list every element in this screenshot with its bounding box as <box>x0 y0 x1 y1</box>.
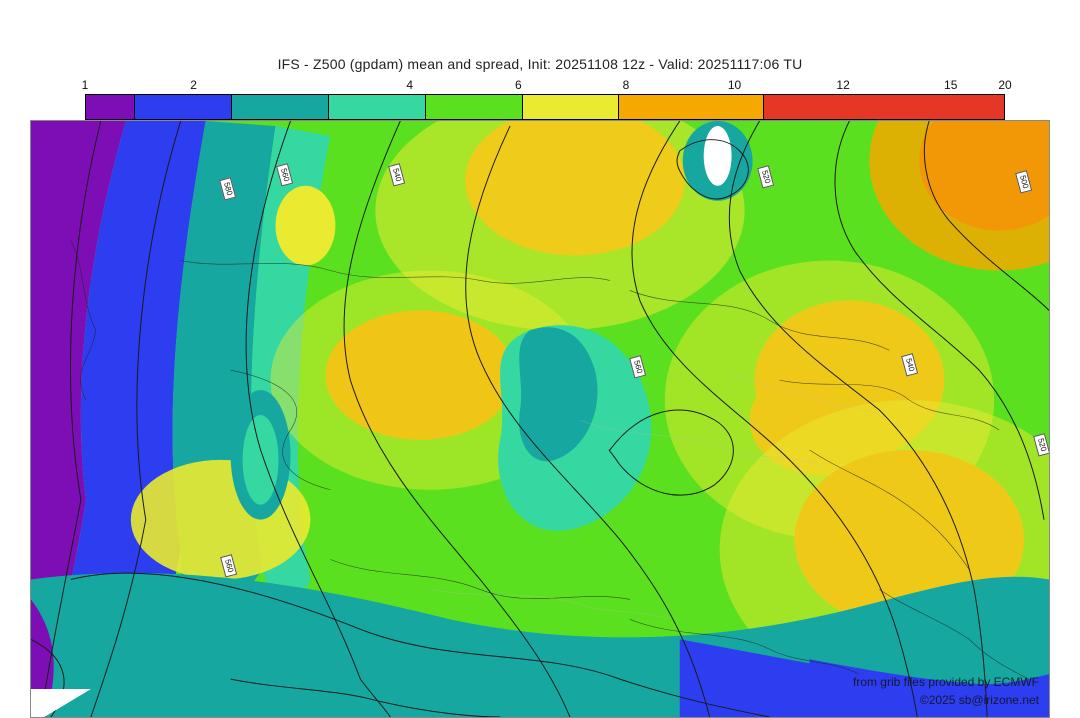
attribution-line-1: from grib files provided by ECMWF <box>853 673 1039 691</box>
contour-label: 560 <box>629 355 646 379</box>
legend-swatch-2-4 <box>135 95 232 119</box>
legend-swatch-8-10 <box>426 95 523 119</box>
contour-label: 520 <box>1033 433 1050 457</box>
legend-tick-8: 8 <box>623 78 630 92</box>
legend-swatch-1-2 <box>86 95 135 119</box>
legend-color-bar <box>85 94 1005 120</box>
legend-ticks: 1 2 4 6 8 10 12 15 20 <box>85 78 1005 92</box>
legend-swatch-12-15 <box>619 95 764 119</box>
attribution-line-2: ©2025 sb@irizone.net <box>853 691 1039 709</box>
legend-swatch-10-12 <box>523 95 620 119</box>
attribution-watermark: from grib files provided by ECMWF ©2025 … <box>853 673 1039 709</box>
legend-tick-1: 1 <box>82 78 89 92</box>
legend-tick-10: 10 <box>728 78 741 92</box>
spread-mean-map[interactable]: 580 560 540 520 500 560 540 520 560 from… <box>30 120 1050 718</box>
contour-label: 520 <box>757 165 774 189</box>
chart-title: IFS - Z500 (gpdam) mean and spread, Init… <box>0 56 1080 72</box>
contour-label: 500 <box>1015 170 1032 194</box>
contour-label: 560 <box>276 163 293 187</box>
contour-labels-layer: 580 560 540 520 500 560 540 520 560 <box>31 121 1049 717</box>
legend-tick-20: 20 <box>998 78 1011 92</box>
contour-label: 580 <box>219 177 236 201</box>
title-bar: IFS - Z500 (gpdam) mean and spread, Init… <box>0 0 1080 120</box>
legend-tick-4: 4 <box>406 78 413 92</box>
legend-swatch-6-8 <box>329 95 426 119</box>
contour-label: 540 <box>901 353 918 377</box>
legend-swatch-4-6 <box>232 95 329 119</box>
legend-swatch-15-20 <box>764 95 1004 119</box>
contour-label: 540 <box>388 163 405 187</box>
legend-tick-2: 2 <box>190 78 197 92</box>
color-legend: 1 2 4 6 8 10 12 15 20 <box>85 78 1005 118</box>
contour-label: 560 <box>220 554 237 578</box>
legend-tick-12: 12 <box>836 78 849 92</box>
legend-tick-6: 6 <box>515 78 522 92</box>
legend-tick-15: 15 <box>944 78 957 92</box>
